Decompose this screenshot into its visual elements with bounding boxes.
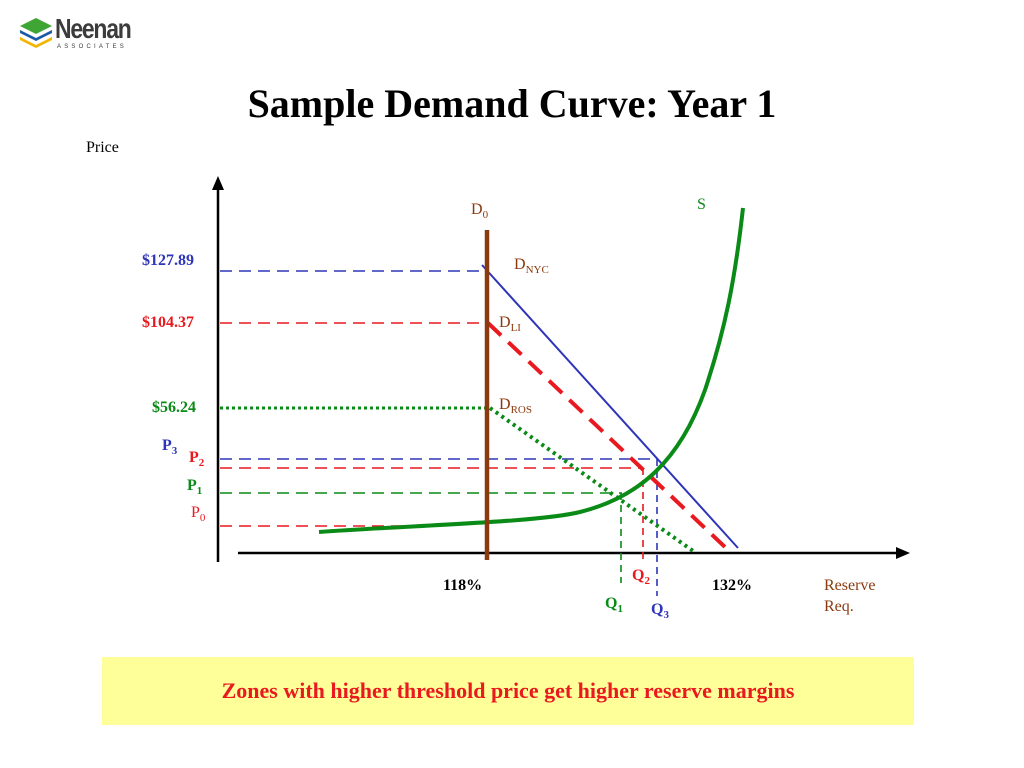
y-axis-arrowhead xyxy=(212,176,224,190)
d-nyc-curve xyxy=(481,264,739,549)
caption-box: Zones with higher threshold price get hi… xyxy=(102,657,914,725)
slide-title: Sample Demand Curve: Year 1 xyxy=(247,81,777,126)
d-ros-curve xyxy=(488,406,698,555)
supply-label: S xyxy=(697,196,706,213)
d-li-curve xyxy=(486,321,728,550)
d-ros-label: DROS xyxy=(499,396,532,416)
y-axis-label: Price xyxy=(86,139,119,156)
company-logo: Neenan ASSOCIATES xyxy=(18,13,132,54)
price-label-li: $104.37 xyxy=(142,314,194,331)
q1-label: Q1 xyxy=(605,595,623,615)
x-axis-arrowhead xyxy=(896,547,910,559)
x-tick-132: 132% xyxy=(712,577,752,594)
q2-label: Q2 xyxy=(632,567,650,587)
p0-label: P0 xyxy=(191,504,206,524)
logo-mark-icon xyxy=(20,18,52,48)
x-axis-label-line2: Req. xyxy=(824,598,854,615)
logo-wordmark: Neenan xyxy=(55,13,132,44)
p2-label: P2 xyxy=(189,449,205,469)
q3-label: Q3 xyxy=(651,601,669,621)
p1-label: P1 xyxy=(187,477,203,497)
d0-label: D0 xyxy=(471,201,489,221)
d-nyc-label: DNYC xyxy=(514,256,549,276)
caption-text: Zones with higher threshold price get hi… xyxy=(221,678,795,703)
supply-curve xyxy=(318,207,745,534)
x-axis-label-line1: Reserve xyxy=(824,577,876,594)
price-label-ros: $56.24 xyxy=(152,399,196,416)
x-tick-118: 118% xyxy=(443,577,483,594)
d-li-label: DLI xyxy=(499,314,521,334)
price-label-nyc: $127.89 xyxy=(142,252,194,269)
logo-tagline: ASSOCIATES xyxy=(57,44,127,50)
p3-label: P3 xyxy=(162,437,178,457)
